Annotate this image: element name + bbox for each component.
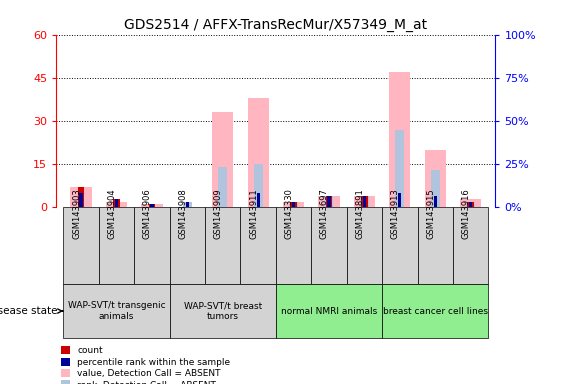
Bar	[382, 284, 488, 338]
Bar	[64, 207, 99, 284]
Text: disease state: disease state	[0, 306, 62, 316]
Bar	[78, 187, 84, 207]
Bar	[425, 150, 446, 207]
Text: GSM143916: GSM143916	[462, 188, 471, 239]
Legend: count, percentile rank within the sample, value, Detection Call = ABSENT, rank, : count, percentile rank within the sample…	[61, 346, 230, 384]
Bar	[324, 196, 333, 207]
Bar	[169, 207, 205, 284]
Text: WAP-SVT/t transgenic
animals: WAP-SVT/t transgenic animals	[68, 301, 166, 321]
Bar	[467, 202, 474, 207]
Bar	[398, 193, 401, 207]
Text: GSM143330: GSM143330	[284, 188, 293, 239]
Bar	[360, 196, 369, 207]
Bar	[218, 167, 227, 207]
Bar	[311, 207, 347, 284]
Bar	[453, 207, 488, 284]
Title: GDS2514 / AFFX-TransRecMur/X57349_M_at: GDS2514 / AFFX-TransRecMur/X57349_M_at	[124, 18, 427, 32]
Bar	[240, 207, 276, 284]
Text: breast cancer cell lines: breast cancer cell lines	[383, 306, 488, 316]
Bar	[326, 196, 332, 207]
Bar	[328, 196, 330, 207]
Text: normal NMRI animals: normal NMRI animals	[281, 306, 377, 316]
Bar	[361, 196, 368, 207]
Bar	[115, 199, 118, 207]
Bar	[212, 112, 234, 207]
Bar	[363, 196, 366, 207]
Bar	[150, 204, 154, 207]
Bar	[169, 284, 276, 338]
Bar	[389, 72, 410, 207]
Text: WAP-SVT/t breast
tumors: WAP-SVT/t breast tumors	[184, 301, 262, 321]
Bar	[469, 202, 472, 207]
Bar	[106, 202, 127, 207]
Bar	[257, 193, 260, 207]
Text: GSM143913: GSM143913	[391, 188, 400, 239]
Bar	[141, 204, 163, 207]
Bar	[354, 196, 375, 207]
Bar	[70, 187, 92, 207]
Bar	[395, 130, 404, 207]
Bar	[134, 207, 169, 284]
Bar	[64, 284, 169, 338]
Text: GSM143908: GSM143908	[178, 188, 187, 239]
Bar	[431, 170, 440, 207]
Bar	[291, 202, 297, 207]
Bar	[283, 202, 304, 207]
Bar	[248, 98, 269, 207]
Bar	[292, 202, 295, 207]
Bar	[113, 199, 120, 207]
Text: GSM143904: GSM143904	[108, 188, 117, 239]
Bar	[418, 207, 453, 284]
Bar	[434, 196, 437, 207]
Bar	[254, 164, 262, 207]
Bar	[183, 202, 192, 207]
Bar	[99, 207, 134, 284]
Bar	[276, 207, 311, 284]
Bar	[466, 202, 475, 207]
Text: GSM143915: GSM143915	[426, 188, 435, 239]
Text: GSM143911: GSM143911	[249, 188, 258, 239]
Bar	[382, 207, 418, 284]
Text: GSM143891: GSM143891	[355, 188, 364, 239]
Bar	[205, 207, 240, 284]
Bar	[149, 204, 155, 207]
Bar	[460, 199, 481, 207]
Text: GSM143903: GSM143903	[72, 188, 81, 239]
Bar	[289, 202, 298, 207]
Text: GSM143909: GSM143909	[214, 188, 223, 239]
Bar	[79, 193, 83, 207]
Bar	[186, 202, 189, 207]
Bar	[318, 196, 339, 207]
Bar	[276, 284, 382, 338]
Text: GSM143697: GSM143697	[320, 188, 329, 239]
Bar	[347, 207, 382, 284]
Text: GSM143906: GSM143906	[143, 188, 152, 239]
